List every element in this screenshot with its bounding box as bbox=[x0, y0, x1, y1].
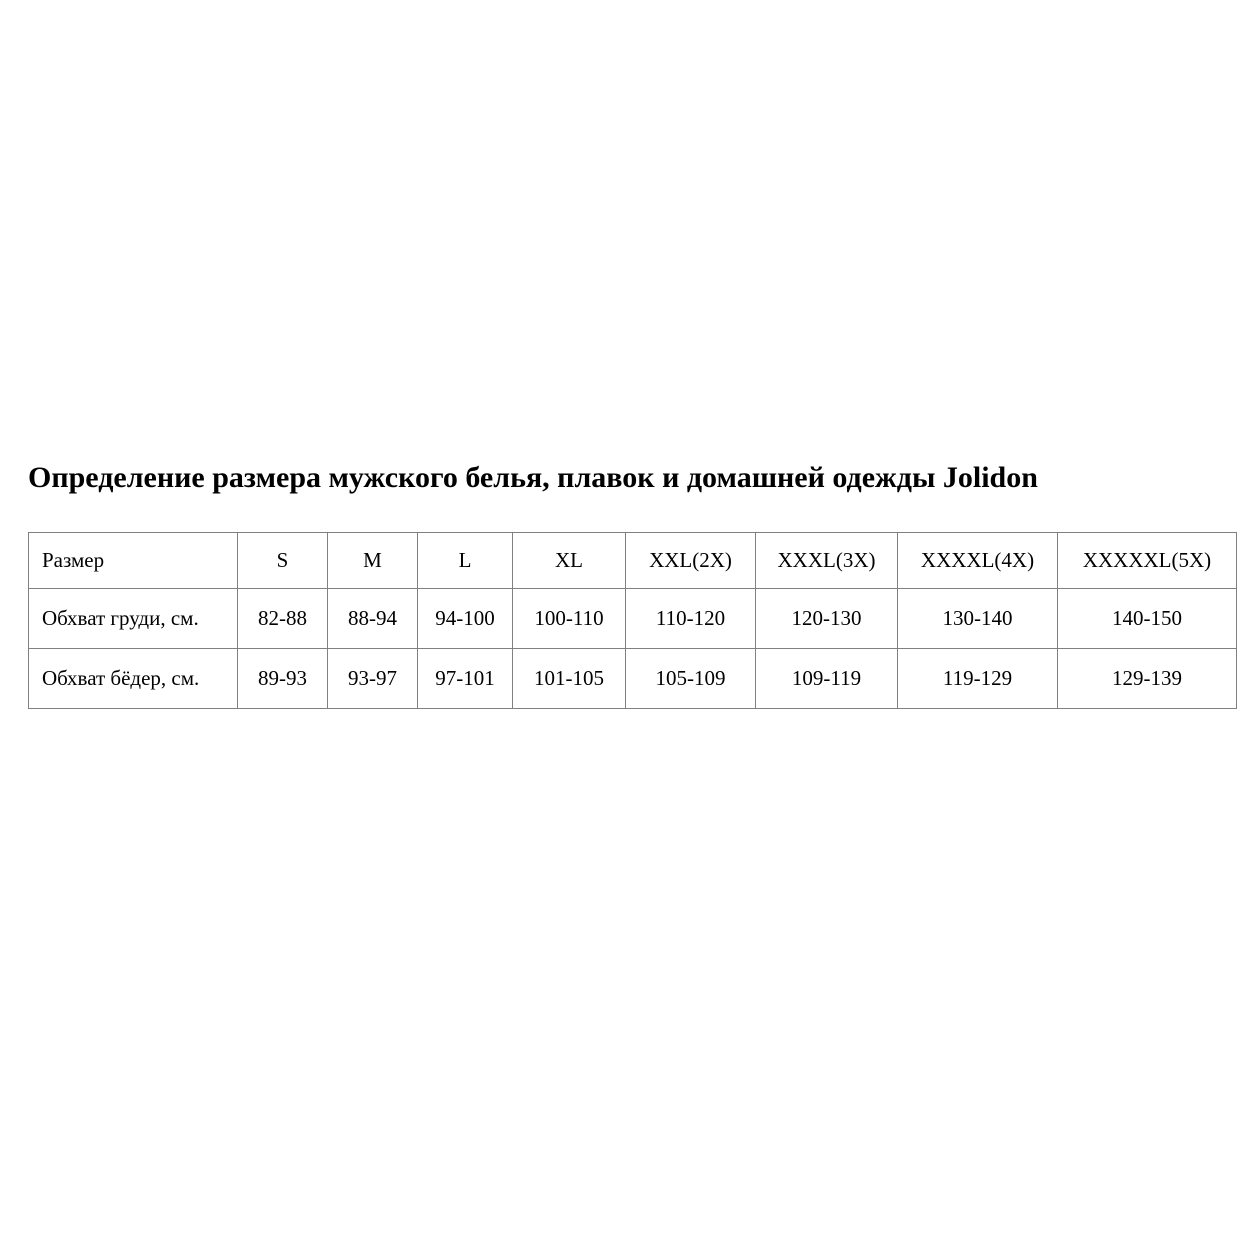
column-header-s: S bbox=[237, 532, 328, 589]
column-header-xxxl: XXXL(3X) bbox=[755, 532, 898, 589]
hips-value-xxxl: 109-119 bbox=[755, 648, 898, 709]
column-header-m: M bbox=[327, 532, 418, 589]
row-label-chest: Обхват груди, см. bbox=[28, 588, 238, 649]
chest-value-xxl: 110-120 bbox=[625, 588, 756, 649]
table-row-chest: Обхват груди, см. 82-88 88-94 94-100 100… bbox=[28, 588, 1237, 649]
hips-value-xl: 101-105 bbox=[512, 648, 626, 709]
chest-value-xxxxxl: 140-150 bbox=[1057, 588, 1237, 649]
page-title: Определение размера мужского белья, плав… bbox=[28, 461, 1038, 494]
hips-value-l: 97-101 bbox=[417, 648, 513, 709]
column-header-xxl: XXL(2X) bbox=[625, 532, 756, 589]
chest-value-s: 82-88 bbox=[237, 588, 328, 649]
hips-value-s: 89-93 bbox=[237, 648, 328, 709]
chest-value-m: 88-94 bbox=[327, 588, 418, 649]
hips-value-xxxxxl: 129-139 bbox=[1057, 648, 1237, 709]
table-header-row: Размер S M L XL XXL(2X) XXXL(3X) XXXXL(4… bbox=[28, 532, 1237, 589]
column-header-xxxxl: XXXXL(4X) bbox=[897, 532, 1058, 589]
chest-value-xl: 100-110 bbox=[512, 588, 626, 649]
column-header-xxxxxl: XXXXXL(5X) bbox=[1057, 532, 1237, 589]
table-row-hips: Обхват бёдер, см. 89-93 93-97 97-101 101… bbox=[28, 648, 1237, 709]
content-area: Определение размера мужского белья, плав… bbox=[28, 460, 1237, 709]
row-label-hips: Обхват бёдер, см. bbox=[28, 648, 238, 709]
column-header-size: Размер bbox=[28, 532, 238, 589]
chest-value-l: 94-100 bbox=[417, 588, 513, 649]
hips-value-xxxxl: 119-129 bbox=[897, 648, 1058, 709]
column-header-xl: XL bbox=[512, 532, 626, 589]
column-header-l: L bbox=[417, 532, 513, 589]
hips-value-xxl: 105-109 bbox=[625, 648, 756, 709]
chest-value-xxxxl: 130-140 bbox=[897, 588, 1058, 649]
hips-value-m: 93-97 bbox=[327, 648, 418, 709]
chest-value-xxxl: 120-130 bbox=[755, 588, 898, 649]
size-table: Размер S M L XL XXL(2X) XXXL(3X) XXXXL(4… bbox=[28, 532, 1237, 709]
